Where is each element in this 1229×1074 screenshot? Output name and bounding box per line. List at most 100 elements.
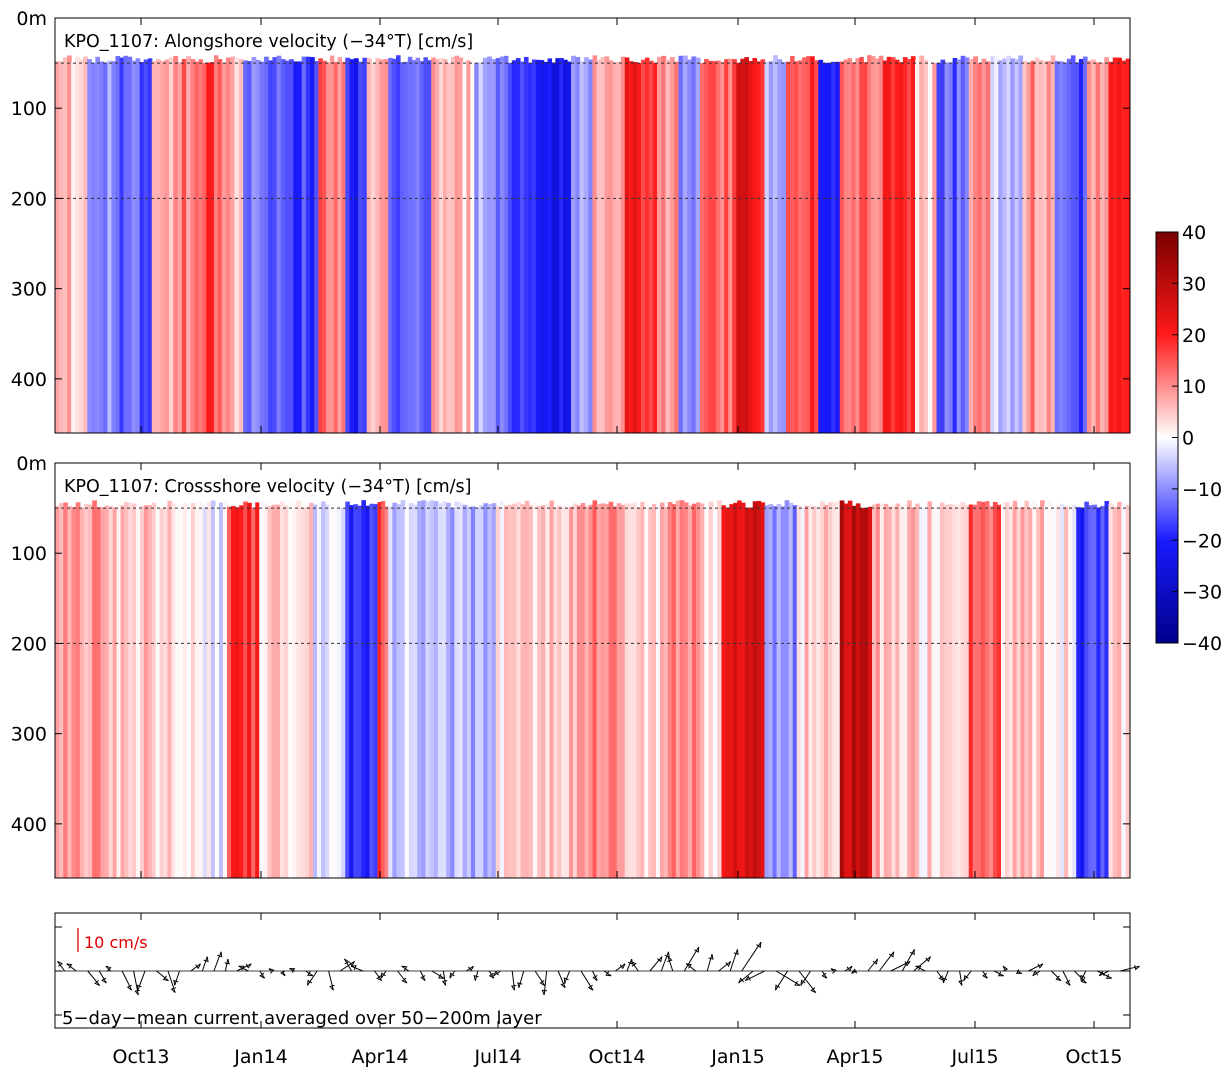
- vector-arrowhead: [401, 965, 408, 971]
- heatmap-cell: [1088, 505, 1093, 878]
- vector-arrowhead: [376, 975, 382, 982]
- heatmap-cell: [487, 504, 493, 878]
- vector-arrowhead: [134, 989, 140, 996]
- heatmap-cell: [181, 58, 187, 433]
- vector-arrowhead: [441, 980, 448, 986]
- current-vector: [343, 958, 353, 972]
- vector-arrowhead: [821, 972, 828, 979]
- heatmap-cell: [956, 504, 962, 878]
- heatmap-cell: [470, 56, 475, 433]
- vector-arrowhead: [101, 977, 107, 984]
- vector-arrowhead: [667, 956, 673, 962]
- current-vector: [592, 970, 598, 981]
- heatmap-cell: [875, 503, 881, 878]
- vector-arrowhead: [800, 979, 806, 986]
- heatmap-cell: [92, 500, 97, 878]
- heatmap-cell: [1072, 504, 1077, 878]
- vector-arrowhead: [105, 965, 112, 972]
- heatmap-cell: [210, 500, 216, 878]
- vector-arrowhead: [1098, 970, 1105, 977]
- heatmap-cell: [794, 61, 799, 433]
- y-tick-label: 300: [11, 724, 47, 746]
- current-vector: [137, 970, 146, 991]
- heatmap-cell: [571, 55, 576, 433]
- heatmap-cell: [1112, 57, 1118, 433]
- heatmap-cell: [177, 62, 183, 433]
- heatmap-cell: [729, 504, 734, 878]
- heatmap-cell: [128, 503, 133, 878]
- heatmap-cell: [1010, 58, 1016, 433]
- current-vector: [105, 965, 111, 972]
- heatmap-cell: [214, 506, 220, 878]
- heatmap-cell: [353, 504, 358, 878]
- heatmap-cell: [135, 58, 141, 433]
- crossshore-heatmap: [55, 500, 1130, 878]
- heatmap-cell: [439, 57, 444, 433]
- heatmap-cell: [760, 502, 766, 878]
- heatmap-cell: [317, 502, 322, 878]
- heatmap-cell: [202, 506, 208, 878]
- heatmap-cell: [104, 505, 110, 878]
- heatmap-cell: [943, 504, 949, 878]
- vector-arrowhead: [420, 975, 426, 981]
- heatmap-cell: [1125, 58, 1130, 433]
- heatmap-cell: [814, 60, 819, 433]
- heatmap-cell: [878, 55, 884, 433]
- heatmap-cell: [255, 502, 260, 878]
- heatmap-cell: [919, 55, 925, 433]
- heatmap-cell: [202, 62, 207, 433]
- heatmap-cell: [756, 61, 762, 433]
- heatmap-cell: [704, 58, 709, 433]
- heatmap-cell: [657, 56, 662, 433]
- heatmap-cell: [781, 62, 787, 433]
- heatmap-cell: [238, 58, 244, 433]
- heatmap-cell: [349, 59, 355, 433]
- heatmap-cell: [669, 57, 675, 433]
- heatmap-cell: [1108, 503, 1114, 878]
- current-vector: [156, 970, 169, 981]
- heatmap-cell: [392, 502, 398, 878]
- current-vector: [557, 970, 566, 988]
- heatmap-cell: [656, 503, 661, 878]
- heatmap-cell: [919, 507, 924, 878]
- y-tick-label: 100: [11, 98, 47, 120]
- heatmap-cell: [1080, 507, 1085, 878]
- vector-arrowhead: [126, 984, 132, 991]
- heatmap-cell: [231, 506, 236, 878]
- heatmap-cell: [612, 62, 618, 433]
- heatmap-cell: [1104, 501, 1110, 878]
- heatmap-cell: [96, 507, 102, 878]
- vector-arrowhead: [982, 972, 988, 979]
- heatmap-cell: [392, 58, 397, 433]
- heatmap-cell: [341, 61, 346, 433]
- vector-arrowhead: [136, 984, 142, 991]
- heatmap-cell: [400, 500, 406, 878]
- colorbar-tick-label: −10: [1182, 479, 1222, 501]
- heatmap-cell: [466, 506, 472, 878]
- vector-arrowhead: [563, 977, 569, 984]
- heatmap-cell: [369, 503, 375, 878]
- heatmap-cell: [683, 502, 689, 878]
- heatmap-cell: [717, 500, 723, 878]
- heatmap-cell: [835, 501, 841, 878]
- vector-arrowhead: [997, 971, 1004, 977]
- vector-arrowhead: [350, 965, 357, 971]
- current-vector: [374, 970, 383, 981]
- vector-arrowhead: [915, 965, 922, 971]
- colorbar-tick-label: 40: [1182, 222, 1206, 244]
- heatmap-cell: [280, 59, 286, 433]
- current-vector: [1051, 970, 1062, 981]
- vector-arrowhead: [401, 977, 408, 984]
- heatmap-cell: [1084, 501, 1089, 878]
- current-vector: [729, 949, 738, 972]
- heatmap-cell: [341, 508, 346, 878]
- current-vector: [942, 970, 949, 984]
- heatmap-cell: [923, 59, 929, 433]
- heatmap-cell: [107, 60, 113, 433]
- heatmap-cell: [511, 60, 517, 433]
- heatmap-cell: [131, 60, 137, 433]
- heatmap-cell: [652, 503, 657, 878]
- heatmap-cell: [365, 505, 371, 878]
- heatmap-cell: [604, 503, 610, 878]
- vector-arrowhead: [630, 960, 637, 967]
